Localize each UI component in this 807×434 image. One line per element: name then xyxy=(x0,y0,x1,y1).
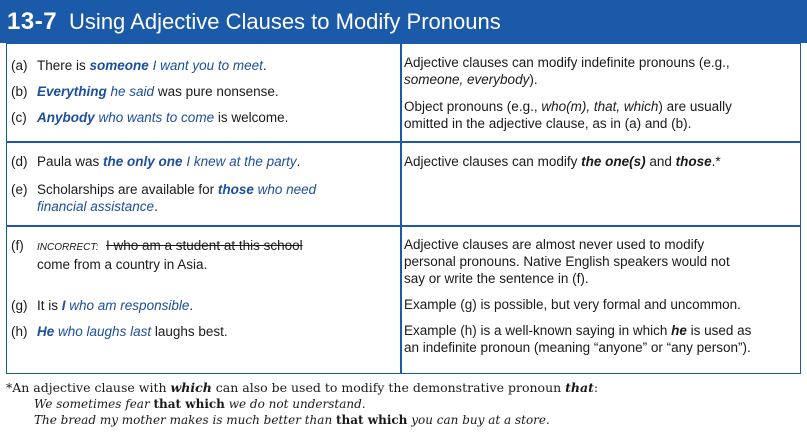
example-f: (f) INCORRECT: I who am a student at this… xyxy=(11,238,303,272)
example-g: (g) It is I who am responsible. xyxy=(11,298,194,313)
explanation-2: Object pronouns (e.g., who(m), that, whi… xyxy=(404,99,732,131)
example-b: (b) Everything he said was pure nonsense. xyxy=(11,84,279,99)
example-c: (c) Anybody who wants to come is welcome. xyxy=(11,110,289,125)
row-divider-2 xyxy=(7,225,800,227)
example-a: (a) There is someone I want you to meet. xyxy=(11,58,267,73)
footnote-example-2: The bread my mother makes is much better… xyxy=(34,413,550,427)
example-d: (d) Paula was the only one I knew at the … xyxy=(11,154,301,169)
grammar-chart: (a) There is someone I want you to meet. … xyxy=(6,43,801,374)
explanation-6: Example (h) is a well-known saying in wh… xyxy=(404,323,752,355)
row-divider-1 xyxy=(7,141,800,143)
explanation-4: Adjective clauses are almost never used … xyxy=(404,237,730,286)
explanation-5: Example (g) is possible, but very formal… xyxy=(404,297,741,312)
explanation-3: Adjective clauses can modify the one(s) … xyxy=(404,154,721,169)
footnote: *An adjective clause with which can also… xyxy=(6,380,599,427)
example-e: (e) Scholarships are available for those … xyxy=(11,182,317,214)
example-h: (h) He who laughs last laughs best. xyxy=(11,324,228,339)
chart-number: 13-7 xyxy=(7,7,58,35)
explanation-1: Adjective clauses can modify indefinite … xyxy=(404,55,730,87)
column-divider xyxy=(400,44,402,373)
chart-title: Using Adjective Clauses to Modify Pronou… xyxy=(69,8,501,34)
footnote-example-1: We sometimes fear that which we do not u… xyxy=(34,397,366,411)
chart-header: 13-7 Using Adjective Clauses to Modify P… xyxy=(0,0,807,43)
